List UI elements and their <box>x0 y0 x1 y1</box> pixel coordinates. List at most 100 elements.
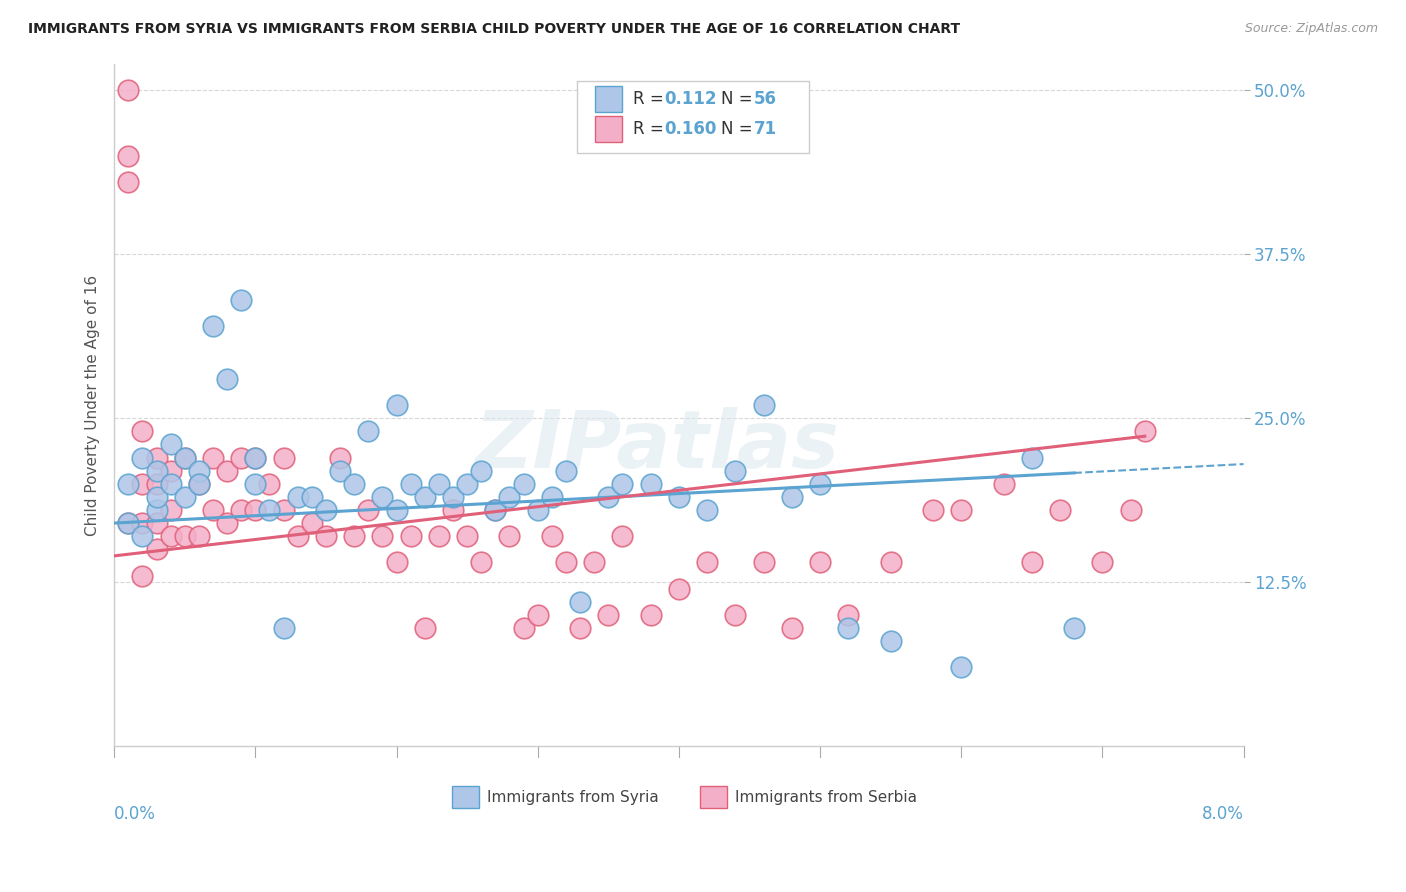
Point <box>385 503 408 517</box>
FancyBboxPatch shape <box>700 786 727 808</box>
Point <box>287 529 309 543</box>
Point <box>1133 424 1156 438</box>
Point <box>145 464 167 478</box>
Point <box>441 503 464 517</box>
Point <box>555 556 578 570</box>
Text: R =: R = <box>633 90 669 109</box>
Point <box>187 476 209 491</box>
Point <box>371 490 394 504</box>
Point <box>117 83 139 97</box>
Text: Source: ZipAtlas.com: Source: ZipAtlas.com <box>1244 22 1378 36</box>
Point <box>173 450 195 465</box>
Point <box>724 607 747 622</box>
Text: ZIPatlas: ZIPatlas <box>474 407 839 485</box>
Point <box>1021 556 1043 570</box>
Point <box>343 476 366 491</box>
Point <box>357 424 380 438</box>
Point <box>1063 621 1085 635</box>
Point <box>555 464 578 478</box>
Text: N =: N = <box>721 90 758 109</box>
Point <box>287 490 309 504</box>
Point <box>343 529 366 543</box>
Point <box>217 464 239 478</box>
Text: N =: N = <box>721 120 758 138</box>
Point <box>273 450 295 465</box>
Point <box>329 464 352 478</box>
Point <box>245 450 267 465</box>
Text: 71: 71 <box>754 120 776 138</box>
FancyBboxPatch shape <box>578 81 808 153</box>
Point <box>1119 503 1142 517</box>
Text: Immigrants from Syria: Immigrants from Syria <box>486 789 658 805</box>
Point <box>427 529 450 543</box>
Point <box>145 503 167 517</box>
Point <box>117 175 139 189</box>
Point <box>159 437 181 451</box>
FancyBboxPatch shape <box>595 116 623 142</box>
Point <box>131 476 153 491</box>
Point <box>512 621 534 635</box>
Point <box>780 490 803 504</box>
Point <box>598 490 620 504</box>
Point <box>385 398 408 412</box>
Point <box>512 476 534 491</box>
Point <box>217 372 239 386</box>
Point <box>583 556 606 570</box>
Point <box>145 450 167 465</box>
Y-axis label: Child Poverty Under the Age of 16: Child Poverty Under the Age of 16 <box>86 275 100 535</box>
Point <box>526 503 548 517</box>
Point <box>371 529 394 543</box>
Point <box>950 503 973 517</box>
Point <box>329 450 352 465</box>
Point <box>441 490 464 504</box>
Point <box>131 568 153 582</box>
Text: 0.112: 0.112 <box>664 90 717 109</box>
Point <box>131 516 153 530</box>
Point <box>526 607 548 622</box>
Text: 56: 56 <box>754 90 776 109</box>
Point <box>273 621 295 635</box>
Point <box>245 503 267 517</box>
Point <box>145 490 167 504</box>
Point <box>202 503 225 517</box>
Point <box>117 476 139 491</box>
Text: IMMIGRANTS FROM SYRIA VS IMMIGRANTS FROM SERBIA CHILD POVERTY UNDER THE AGE OF 1: IMMIGRANTS FROM SYRIA VS IMMIGRANTS FROM… <box>28 22 960 37</box>
Point <box>640 607 662 622</box>
FancyBboxPatch shape <box>595 87 623 112</box>
Point <box>413 490 436 504</box>
Point <box>131 424 153 438</box>
Point <box>159 503 181 517</box>
Point <box>357 503 380 517</box>
Point <box>117 149 139 163</box>
Point <box>413 621 436 635</box>
Point <box>612 529 634 543</box>
Point <box>117 516 139 530</box>
Point <box>808 556 831 570</box>
Point <box>231 293 253 307</box>
Point <box>117 516 139 530</box>
Point <box>456 476 478 491</box>
Point <box>259 476 281 491</box>
Point <box>301 516 323 530</box>
Text: 0.0%: 0.0% <box>114 805 156 823</box>
Point <box>498 529 520 543</box>
Point <box>470 464 492 478</box>
Point <box>668 490 690 504</box>
Point <box>217 516 239 530</box>
Point <box>470 556 492 570</box>
Point <box>498 490 520 504</box>
Point <box>315 503 337 517</box>
Point <box>484 503 506 517</box>
Point <box>950 660 973 674</box>
Point <box>231 503 253 517</box>
Text: R =: R = <box>633 120 669 138</box>
Point <box>1021 450 1043 465</box>
Point <box>640 476 662 491</box>
Point <box>245 476 267 491</box>
Point <box>427 476 450 491</box>
Point <box>1091 556 1114 570</box>
Point <box>612 476 634 491</box>
Point <box>540 529 562 543</box>
Point <box>202 450 225 465</box>
Point <box>569 595 592 609</box>
